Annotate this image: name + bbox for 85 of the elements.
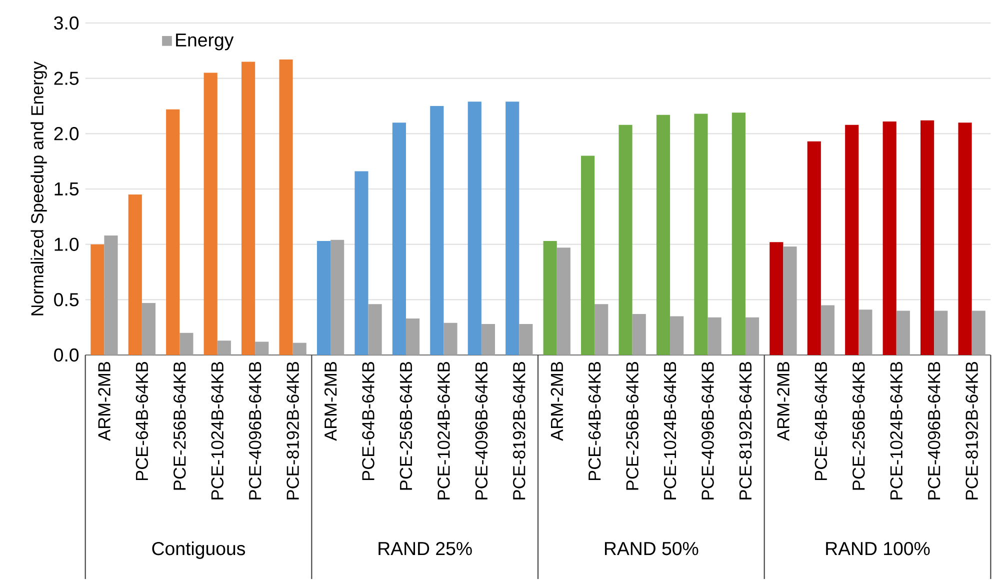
x-tick-label: PCE-256B-64KB: [852, 362, 865, 490]
bar: [292, 343, 306, 356]
y-tick-label: 1.0: [54, 238, 79, 252]
y-axis-title: Normalized Speedup and Energy: [30, 62, 47, 316]
x-tick-label: PCE-1024B-64KB: [211, 362, 224, 500]
x-tick-label: PCE-8192B-64KB: [739, 362, 752, 500]
y-tick-label: 2.5: [54, 72, 79, 86]
bar: [783, 246, 797, 356]
bar: [896, 310, 910, 356]
bar: [255, 342, 269, 356]
bar: [807, 142, 821, 356]
x-tick-label: PCE-64B-64KB: [136, 362, 148, 480]
x-tick-label: PCE-8192B-64KB: [966, 362, 978, 500]
x-tick-label: ARM-2MB: [550, 362, 563, 442]
x-tick-label: PCE-64B-64KB: [362, 362, 374, 480]
x-tick-label: PCE-4096B-64KB: [702, 362, 714, 500]
bar: [745, 318, 760, 356]
bar: [444, 323, 458, 356]
bar: [920, 120, 934, 356]
bar: [958, 122, 972, 356]
x-tick-label: PCE-8192B-64KB: [286, 362, 299, 500]
bar: [732, 112, 746, 356]
bar: [104, 236, 118, 356]
y-tick-label: 3.0: [54, 16, 79, 30]
legend-label: Energy: [176, 34, 234, 51]
x-tick-label: PCE-4096B-64KB: [928, 362, 940, 500]
bar: [556, 248, 570, 356]
bar: [204, 73, 218, 356]
x-tick-label: ARM-2MB: [324, 362, 337, 442]
y-tick-label: 2.0: [54, 127, 79, 141]
x-tick-label: PCE-256B-64KB: [400, 362, 412, 490]
bar: [128, 194, 142, 356]
bar: [406, 318, 420, 356]
bar: [632, 314, 646, 356]
x-tick-label: PCE-4096B-64KB: [475, 362, 488, 500]
text: RAND 50%: [604, 542, 698, 556]
text: Contiguous: [152, 542, 246, 560]
bar: [180, 333, 194, 356]
bar: [368, 304, 382, 356]
bar: [166, 110, 180, 356]
y-tick-label: 0.0: [54, 348, 79, 362]
x-tick-label: PCE-64B-64KB: [588, 362, 601, 480]
x-tick-label: PCE-64B-64KB: [814, 362, 828, 480]
x-tick-label: PCE-1024B-64KB: [890, 362, 902, 500]
bar: [217, 340, 231, 356]
bar: [279, 60, 293, 356]
bar: [430, 106, 444, 356]
bar: [581, 156, 595, 356]
text: RAND 100%: [826, 542, 930, 556]
x-tick-label: PCE-1024B-64KB: [664, 362, 676, 500]
bar: [618, 125, 632, 356]
x-tick-label: PCE-256B-64KB: [626, 362, 638, 490]
bar: [858, 310, 872, 356]
bar: [770, 242, 784, 356]
x-tick-label: ARM-2MB: [777, 362, 790, 442]
text: RAND 25%: [378, 542, 472, 556]
bar: [354, 172, 368, 356]
bar: [543, 241, 557, 356]
x-tick-label: PCE-8192B-64KB: [513, 362, 526, 500]
bar: [845, 125, 859, 356]
bar: [820, 305, 834, 356]
bar: [506, 102, 520, 356]
bar: [468, 102, 482, 356]
bar: [142, 303, 156, 356]
bar: [708, 318, 722, 356]
y-tick-label: 0.5: [54, 293, 79, 307]
bar: [694, 114, 708, 356]
y-tick-label: 1.5: [54, 182, 79, 196]
bar: [330, 240, 344, 356]
bar: [519, 324, 533, 356]
bar: [90, 244, 104, 356]
x-tick-label: PCE-4096B-64KB: [248, 362, 262, 500]
bar: [972, 310, 986, 356]
bar: [392, 122, 406, 356]
bar: [934, 310, 948, 356]
x-tick-label: ARM-2MB: [98, 362, 110, 442]
bar: [481, 324, 495, 356]
bar: [882, 122, 896, 356]
x-tick-label: PCE-1024B-64KB: [438, 362, 450, 500]
bar: [242, 62, 256, 356]
bar: [316, 241, 331, 356]
bar: [594, 304, 608, 356]
bar: [656, 115, 670, 356]
bar: [670, 316, 684, 356]
x-tick-label: PCE-256B-64KB: [174, 362, 186, 490]
